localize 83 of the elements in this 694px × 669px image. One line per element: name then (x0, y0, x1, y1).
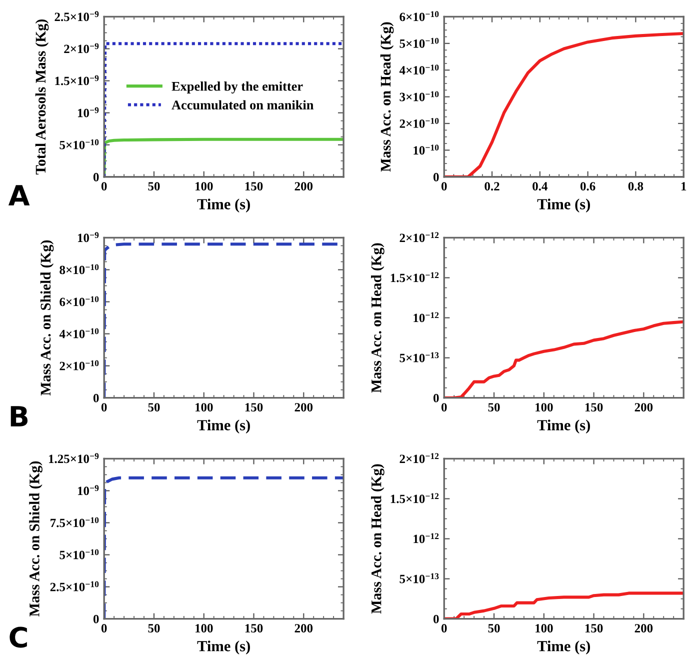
x-tick-label: 0.4 (532, 182, 548, 191)
y-tick-label: 7.5×10$^{−10}$ (50, 517, 99, 528)
x-axis-title: Time (s) (197, 420, 250, 434)
y-tick-label: 1.5×10$^{−12}$ (390, 493, 439, 504)
x-tick-label: 150 (245, 403, 263, 412)
text: C (10, 626, 27, 648)
y-tick-label: 6×10$^{−10}$ (400, 11, 439, 22)
y-tick-label: 2.5×10$^{−10}$ (50, 581, 99, 592)
y-tick-label: 10$^{−12}$ (414, 533, 439, 544)
y-axis-title: Mass Acc. on Shield (Kg) (29, 461, 42, 616)
x-tick-label: 0 (101, 403, 107, 412)
x-tick-label: 150 (245, 182, 263, 191)
y-tick-label: 10$^{−10}$ (414, 144, 439, 155)
x-axis-title: Time (s) (537, 640, 590, 654)
x-axis-title: Time (s) (537, 420, 590, 434)
y-tick-label: 2×10$^{−12}$ (400, 232, 439, 242)
y-tick-label: 2×10$^{−12}$ (400, 453, 439, 464)
text: B (10, 406, 28, 426)
x-tick-label: 0.8 (628, 182, 644, 191)
y-tick-label: 0 (433, 614, 439, 624)
y-tick-label: 5×10$^{−13}$ (400, 573, 439, 584)
x-tick-label: 0 (441, 403, 447, 412)
x-tick-label: 50 (488, 624, 500, 632)
x-tick-label: 0 (441, 624, 447, 632)
x-tick-label: 200 (634, 403, 653, 412)
y-axis-title: Mass Acc. on Head (Kg) (371, 464, 384, 614)
x-tick-label: 0 (101, 624, 107, 632)
y-tick-label: 5×10$^{−13}$ (400, 352, 439, 362)
y-tick-label: 2×10$^{−9}$ (64, 43, 99, 54)
x-tick-label: 50 (148, 624, 160, 632)
y-tick-label: 1.5×10$^{−9}$ (55, 75, 99, 86)
y-tick-label: 10$^{−9}$ (78, 107, 99, 118)
y-tick-label: 5×10$^{−10}$ (60, 139, 99, 150)
y-tick-label: 3×10$^{−10}$ (400, 91, 439, 102)
y-tick-label: 2×10$^{−10}$ (400, 118, 439, 128)
x-tick-label: 200 (294, 403, 313, 412)
x-tick-label: 50 (148, 182, 160, 191)
x-tick-label: 0.2 (484, 182, 500, 191)
x-tick-label: 0 (101, 182, 107, 191)
y-tick-label: 0 (93, 172, 99, 182)
x-tick-label: 100 (196, 182, 213, 191)
legend-label: Expelled by the emitter (172, 82, 303, 94)
y-tick-label: 2×10$^{−10}$ (60, 360, 99, 370)
y-tick-label: 1.25×10$^{−9}$ (48, 453, 99, 464)
x-tick-label: 0 (441, 182, 447, 191)
x-tick-label: 100 (196, 624, 213, 632)
x-axis-title: Time (s) (537, 198, 590, 212)
text: A (8, 185, 30, 206)
x-tick-label: 200 (294, 624, 313, 632)
x-axis-title: Time (s) (197, 198, 250, 212)
y-tick-label: 0 (93, 614, 99, 624)
x-tick-label: 100 (536, 624, 553, 632)
y-tick-label: 2.5×10$^{−9}$ (54, 11, 99, 22)
y-tick-label: 8×10$^{−10}$ (60, 264, 99, 274)
x-tick-label: 50 (488, 403, 500, 412)
y-axis-title: Mass Acc. on Head (Kg) (380, 22, 394, 172)
y-axis-title: Mass Acc. on Head (Kg) (371, 243, 384, 393)
x-tick-label: 1 (681, 182, 686, 190)
legend-label: Accumulated on manikin (172, 100, 314, 110)
y-tick-label: 5×10$^{−10}$ (60, 549, 99, 560)
y-axis-title: Total Aerosols Mass (Kg) (35, 19, 49, 175)
y-tick-label: 0 (433, 172, 439, 182)
x-tick-label: 150 (585, 403, 603, 412)
y-tick-label: 10$^{−12}$ (414, 312, 439, 322)
y-tick-label: 4×10$^{−10}$ (399, 64, 439, 75)
y-tick-label: 4×10$^{−10}$ (59, 328, 99, 338)
x-tick-label: 100 (536, 403, 553, 412)
y-axis-title: Mass Acc. on Shield (Kg) (40, 240, 54, 396)
y-tick-label: 10$^{−9}$ (78, 485, 99, 496)
x-axis-title: Time (s) (197, 640, 250, 654)
y-tick-label: 5×10$^{−10}$ (400, 38, 439, 48)
x-tick-label: 50 (148, 403, 160, 412)
x-tick-label: 200 (294, 182, 313, 191)
y-tick-label: 10$^{−9}$ (78, 232, 99, 242)
x-tick-label: 0.6 (580, 182, 596, 191)
y-tick-label: 0 (93, 394, 99, 402)
y-tick-label: 1.5×10$^{−12}$ (390, 272, 439, 282)
x-tick-label: 200 (634, 624, 653, 632)
y-tick-label: 0 (433, 394, 439, 402)
x-tick-label: 100 (196, 403, 213, 412)
x-tick-label: 150 (245, 624, 263, 632)
y-tick-label: 6×10$^{−10}$ (60, 296, 99, 306)
x-tick-label: 150 (585, 624, 603, 632)
